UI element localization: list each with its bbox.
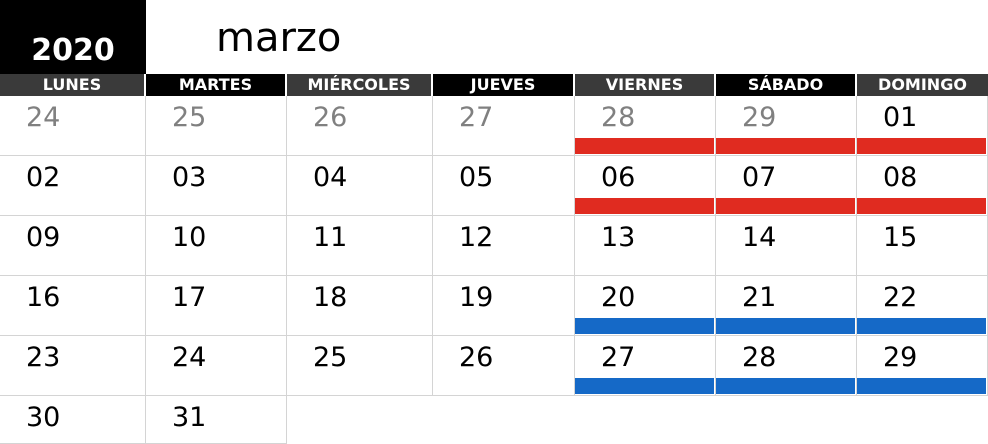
day-number: 13 <box>601 222 636 253</box>
weekday-header-row: LUNES MARTES MIÉRCOLES JUEVES VIERNES SÁBADO D… <box>0 74 988 96</box>
day-cell[interactable]: 26 <box>433 336 575 396</box>
day-cell[interactable]: 04 <box>287 156 433 216</box>
day-number: 23 <box>26 342 61 373</box>
weekday-header-5: VIERNES <box>575 74 714 96</box>
day-cell[interactable]: 28 <box>575 96 716 156</box>
day-number: 10 <box>172 222 207 253</box>
day-number: 22 <box>883 282 918 313</box>
day-cell[interactable]: 09 <box>0 216 146 276</box>
red-highlight-bar <box>575 198 714 214</box>
day-number: 17 <box>172 282 207 313</box>
day-cell[interactable]: 29 <box>716 96 857 156</box>
day-cell[interactable]: 29 <box>857 336 988 396</box>
day-number: 08 <box>883 162 918 193</box>
day-number: 25 <box>313 342 348 373</box>
day-cell[interactable]: 15 <box>857 216 988 276</box>
day-cell[interactable]: 06 <box>575 156 716 216</box>
day-cell[interactable]: 27 <box>575 336 716 396</box>
day-number: 28 <box>601 102 636 133</box>
day-cell[interactable]: 19 <box>433 276 575 336</box>
red-highlight-bar <box>857 198 986 214</box>
blue-highlight-bar <box>857 378 986 394</box>
day-number: 26 <box>459 342 494 373</box>
day-cell[interactable]: 24 <box>146 336 287 396</box>
day-number: 05 <box>459 162 494 193</box>
day-cell[interactable]: 03 <box>146 156 287 216</box>
day-number: 24 <box>172 342 207 373</box>
day-cell[interactable]: 12 <box>433 216 575 276</box>
day-cell[interactable]: 25 <box>146 96 287 156</box>
red-highlight-bar <box>716 138 855 154</box>
day-number: 24 <box>26 102 61 133</box>
day-cell[interactable]: 08 <box>857 156 988 216</box>
day-number: 11 <box>313 222 348 253</box>
day-number: 02 <box>26 162 61 193</box>
blue-highlight-bar <box>857 318 986 334</box>
day-cell[interactable]: 01 <box>857 96 988 156</box>
weekday-header-6: SÁBADO <box>716 74 855 96</box>
day-cell[interactable]: 11 <box>287 216 433 276</box>
day-cell[interactable]: 05 <box>433 156 575 216</box>
day-cell[interactable]: 31 <box>146 396 287 444</box>
day-number: 27 <box>601 342 636 373</box>
day-number: 12 <box>459 222 494 253</box>
day-cell[interactable]: 20 <box>575 276 716 336</box>
day-cell[interactable]: 13 <box>575 216 716 276</box>
day-cell[interactable]: 23 <box>0 336 146 396</box>
day-number: 29 <box>883 342 918 373</box>
day-cell[interactable]: 22 <box>857 276 988 336</box>
day-cell[interactable]: 28 <box>716 336 857 396</box>
day-number: 30 <box>26 402 61 433</box>
day-number: 28 <box>742 342 777 373</box>
day-number: 19 <box>459 282 494 313</box>
day-number: 21 <box>742 282 777 313</box>
weekday-header-3: MIÉRCOLES <box>287 74 431 96</box>
red-highlight-bar <box>575 138 714 154</box>
day-number: 26 <box>313 102 348 133</box>
day-number: 04 <box>313 162 348 193</box>
day-cell[interactable]: 14 <box>716 216 857 276</box>
day-number: 29 <box>742 102 777 133</box>
blue-highlight-bar <box>716 378 855 394</box>
weekday-header-1: LUNES <box>0 74 144 96</box>
calendar-grid: 24 25 26 27 28 29 01 02 03 04 05 06 07 08 09 10 11 12 13 14… <box>0 96 988 444</box>
day-number: 09 <box>26 222 61 253</box>
day-cell[interactable]: 30 <box>0 396 146 444</box>
day-cell[interactable]: 16 <box>0 276 146 336</box>
day-number: 25 <box>172 102 207 133</box>
day-number: 18 <box>313 282 348 313</box>
day-number: 20 <box>601 282 636 313</box>
day-number: 03 <box>172 162 207 193</box>
year-label: 2020 <box>0 0 146 74</box>
blue-highlight-bar <box>575 378 714 394</box>
day-number: 16 <box>26 282 61 313</box>
day-cell[interactable]: 07 <box>716 156 857 216</box>
day-cell[interactable]: 02 <box>0 156 146 216</box>
day-number: 07 <box>742 162 777 193</box>
day-cell[interactable]: 27 <box>433 96 575 156</box>
weekday-header-2: MARTES <box>146 74 285 96</box>
blue-highlight-bar <box>575 318 714 334</box>
day-cell[interactable]: 17 <box>146 276 287 336</box>
day-number: 15 <box>883 222 918 253</box>
red-highlight-bar <box>857 138 986 154</box>
day-number: 27 <box>459 102 494 133</box>
weekday-header-4: JUEVES <box>433 74 573 96</box>
day-number: 01 <box>883 102 918 133</box>
month-title: marzo <box>216 15 342 61</box>
day-number: 14 <box>742 222 777 253</box>
day-cell[interactable]: 10 <box>146 216 287 276</box>
day-cell[interactable]: 18 <box>287 276 433 336</box>
day-cell[interactable]: 24 <box>0 96 146 156</box>
weekday-header-7: DOMINGO <box>857 74 988 96</box>
day-cell[interactable]: 21 <box>716 276 857 336</box>
day-cell[interactable]: 26 <box>287 96 433 156</box>
day-cell[interactable]: 25 <box>287 336 433 396</box>
day-number: 31 <box>172 402 207 433</box>
red-highlight-bar <box>716 198 855 214</box>
blue-highlight-bar <box>716 318 855 334</box>
day-number: 06 <box>601 162 636 193</box>
